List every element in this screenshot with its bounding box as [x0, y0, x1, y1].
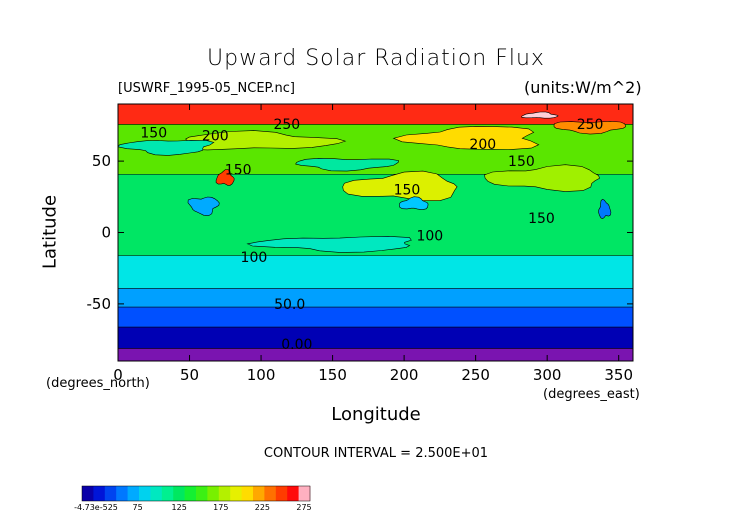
x-axis-label: Longitude — [331, 404, 421, 425]
colorbar-swatch — [218, 486, 231, 501]
colorbar-label: 275 — [296, 503, 311, 512]
colorbar-swatch — [139, 486, 151, 501]
x-tick-label: 300 — [533, 366, 562, 384]
x-tick-label: 50 — [180, 366, 199, 384]
colorbar-label: 75 — [133, 503, 143, 512]
colorbar-swatch — [93, 486, 106, 501]
chart-title: Upward Solar Radiation Flux — [207, 46, 545, 71]
contour-patch — [598, 198, 612, 219]
x-tick-label: 350 — [604, 366, 633, 384]
contour-label: 150 — [508, 154, 535, 170]
contour-patch — [392, 126, 540, 150]
y-unit-label: (degrees_north) — [46, 376, 150, 391]
colorbar-swatch — [253, 486, 265, 501]
contour-patch — [484, 164, 600, 192]
colorbar-swatch — [298, 486, 311, 501]
contour-label: 200 — [202, 128, 229, 144]
x-tick-label: 250 — [461, 366, 490, 384]
colorbar-swatch — [275, 486, 288, 501]
y-tick-label: 50 — [92, 152, 111, 170]
units-label: (units:W/m^2) — [524, 78, 642, 97]
colorbar: -4.73e-525 75 125 175 225 275 — [74, 485, 312, 512]
colorbar-swatch — [161, 486, 174, 501]
colorbar-frame — [81, 485, 311, 502]
colorbar-swatch — [287, 486, 300, 501]
lat-band — [118, 104, 633, 125]
contour-patch — [399, 196, 429, 211]
colorbar-swatch — [173, 486, 186, 501]
contour-patch — [553, 120, 626, 135]
contour-label: 150 — [528, 211, 555, 227]
x-tick-label: 100 — [247, 366, 276, 384]
contour-patch — [521, 111, 559, 119]
contour-label: 250 — [577, 117, 604, 133]
x-tick-label: 150 — [318, 366, 347, 384]
colorbar-label: 125 — [172, 503, 187, 512]
contour-patch — [187, 196, 220, 217]
contour-label: 100 — [416, 228, 443, 244]
contour-label: 200 — [469, 137, 496, 153]
contour-label: 150 — [140, 126, 167, 142]
colorbar-label: 175 — [213, 503, 228, 512]
contour-label: 50.0 — [274, 297, 305, 313]
colorbar-swatch — [116, 486, 129, 501]
x-tick-label: 0 — [113, 366, 123, 384]
contour-patch — [246, 235, 412, 253]
colorbar-swatch — [230, 486, 243, 501]
contour-patch — [118, 139, 215, 156]
contour-interval: CONTOUR INTERVAL = 2.500E+01 — [263, 446, 489, 461]
contour-label: 250 — [273, 117, 300, 133]
colorbar-swatch — [150, 486, 163, 501]
contour-patch — [215, 169, 235, 186]
y-tick-label: 0 — [101, 224, 111, 242]
contour-patch — [295, 157, 399, 172]
colorbar-swatch — [184, 486, 197, 501]
colorbar-swatch — [82, 486, 94, 501]
colorbar-swatch — [104, 486, 117, 501]
contour-label: 150 — [225, 163, 252, 179]
contour-patch — [342, 170, 458, 201]
file-label: [USWRF_1995-05_NCEP.nc] — [118, 81, 295, 96]
contour-label: 100 — [241, 250, 268, 266]
colorbar-label: 225 — [255, 503, 270, 512]
contour-label: 150 — [394, 183, 421, 199]
colorbar-swatch — [127, 486, 140, 501]
axis-ticks: 0 50 100 150 200 250 300 350 50 0 -50 — [87, 104, 633, 384]
x-unit-label: (degrees_east) — [543, 387, 640, 402]
colorbar-swatch — [264, 486, 277, 501]
x-tick-label: 200 — [390, 366, 419, 384]
colorbar-swatch — [196, 486, 208, 501]
colorbar-swatch — [207, 486, 220, 501]
colorbar-label: -4.73e-525 — [74, 503, 118, 512]
plot-area: 250 250 200 200 150 150 150 150 150 100 100 50.0 0.0… — [118, 104, 633, 361]
colorbar-swatch — [241, 486, 254, 501]
y-tick-label: -50 — [87, 295, 112, 313]
contour-label: 0.00 — [281, 337, 312, 353]
